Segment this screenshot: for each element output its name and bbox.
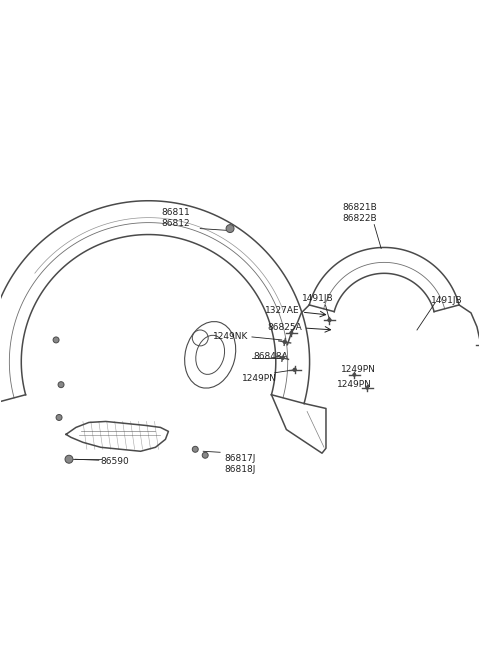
Circle shape [328, 318, 331, 322]
Circle shape [202, 452, 208, 458]
Text: 1327AE: 1327AE [265, 306, 300, 314]
Text: 86848A: 86848A [253, 352, 288, 362]
Circle shape [353, 373, 356, 377]
Circle shape [58, 382, 64, 388]
Text: 1491JB: 1491JB [302, 294, 334, 303]
Text: 1491JB: 1491JB [431, 295, 463, 305]
Text: 86590: 86590 [101, 457, 130, 466]
Circle shape [56, 415, 62, 421]
Text: 1249PN: 1249PN [242, 374, 277, 383]
Circle shape [366, 386, 369, 389]
Circle shape [281, 356, 285, 360]
Text: 1249PN: 1249PN [337, 380, 372, 388]
Text: 86817J
86818J: 86817J 86818J [224, 455, 256, 474]
Circle shape [65, 455, 73, 463]
Circle shape [53, 337, 59, 343]
Circle shape [192, 446, 198, 452]
Circle shape [226, 225, 234, 233]
Circle shape [293, 368, 297, 371]
Text: 1249NK: 1249NK [213, 333, 248, 341]
Text: 86821B
86822B: 86821B 86822B [342, 203, 377, 223]
Text: 86825A: 86825A [267, 322, 301, 331]
Text: 1249PN: 1249PN [341, 365, 376, 374]
Circle shape [290, 331, 293, 335]
Circle shape [283, 340, 287, 344]
Text: 86811
86812: 86811 86812 [161, 208, 190, 227]
